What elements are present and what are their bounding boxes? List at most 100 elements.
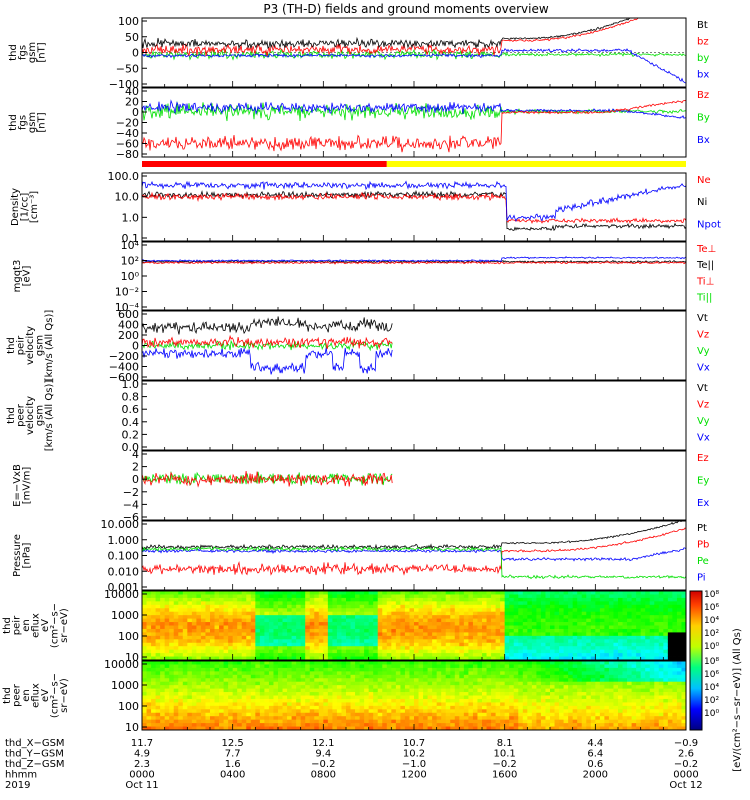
spectrogram-cell xyxy=(568,678,574,683)
spectrogram-cell xyxy=(395,615,401,619)
spectrogram-cell xyxy=(536,709,542,714)
spectrogram-cell xyxy=(559,622,564,626)
spectrogram-cell xyxy=(414,594,419,599)
spectrogram-cell xyxy=(572,649,578,654)
spectrogram-cell xyxy=(323,712,329,717)
spectrogram-cell xyxy=(482,681,487,686)
spectrogram-cell xyxy=(255,667,261,672)
spectrogram-cell xyxy=(278,625,283,630)
spectrogram-cell xyxy=(187,712,193,717)
spectrogram-cell xyxy=(577,702,583,707)
spectrogram-cell xyxy=(563,685,569,689)
spectrogram-cell xyxy=(572,618,578,623)
spectrogram-cell xyxy=(282,705,288,710)
spectrogram-cell xyxy=(205,608,211,613)
spectrogram-cell xyxy=(382,698,388,703)
spectrogram-cell xyxy=(169,625,175,630)
spectrogram-cell xyxy=(468,656,474,660)
y-tick-label: 100 xyxy=(118,15,139,28)
spectrogram-cell xyxy=(219,685,224,689)
spectrogram-cell xyxy=(346,674,351,679)
spectrogram-cell xyxy=(404,661,410,665)
spectrogram-cell xyxy=(509,664,515,669)
pt-trace xyxy=(142,521,686,551)
spectrogram-cell xyxy=(359,716,365,721)
spectrogram-cell xyxy=(296,639,302,644)
spectrogram-cell xyxy=(305,661,311,665)
spectrogram-cell xyxy=(291,688,297,693)
spectrogram-cell xyxy=(436,671,442,676)
spectrogram-cell xyxy=(223,712,229,717)
spectrogram-cell xyxy=(395,632,401,637)
spectrogram-cell xyxy=(264,639,270,644)
spectrogram-cell xyxy=(527,723,533,727)
spectrogram-cell xyxy=(250,618,256,623)
spectrogram-cell xyxy=(427,591,433,595)
spectrogram-cell xyxy=(200,615,206,619)
spectrogram-cell xyxy=(232,649,238,654)
spectrogram-cell xyxy=(318,664,324,669)
spectrogram-cell xyxy=(409,719,415,724)
spectrogram-cell xyxy=(441,688,447,693)
spectrogram-cell xyxy=(146,649,152,654)
spectrogram-cell xyxy=(663,639,669,644)
spectrogram-cell xyxy=(423,695,428,700)
spectrogram-cell xyxy=(160,639,166,644)
spectrogram-cell xyxy=(509,625,515,630)
spectrogram-cell xyxy=(191,618,197,623)
spectrogram-cell xyxy=(604,681,610,686)
spectrogram-cell xyxy=(640,642,646,647)
spectrogram-cell xyxy=(504,601,510,606)
spectrogram-cell xyxy=(418,591,424,595)
spectrogram-cell xyxy=(482,646,487,651)
spectrogram-cell xyxy=(259,625,265,630)
spectrogram-cell xyxy=(613,635,619,640)
spectrogram-cell xyxy=(454,716,460,721)
spectrogram-cell xyxy=(196,688,202,693)
spectrogram-cell xyxy=(486,674,492,679)
spectrogram-cell xyxy=(400,678,406,683)
spectrogram-cell xyxy=(468,639,474,644)
spectrogram-cell xyxy=(463,723,469,727)
spectrogram-cell xyxy=(404,726,410,730)
spectrogram-cell xyxy=(536,625,542,630)
spectrogram-cell xyxy=(268,723,274,727)
spectrogram-cell xyxy=(350,723,356,727)
spectrogram-cell xyxy=(618,709,623,714)
spectrogram-cell xyxy=(468,692,474,696)
spectrogram-cell xyxy=(649,591,655,595)
spectrogram-cell xyxy=(545,653,551,657)
spectrogram-cell xyxy=(386,719,392,724)
spectrogram-cell xyxy=(273,611,279,616)
spectrogram-cell xyxy=(504,615,510,619)
spectrogram-cell xyxy=(513,615,519,619)
spectrogram-cell xyxy=(350,719,356,724)
spectrogram-cell xyxy=(504,608,510,613)
spectrogram-cell xyxy=(581,688,587,693)
spectrogram-cell xyxy=(627,688,632,693)
spectrogram-cell xyxy=(314,674,320,679)
spectrogram-cell xyxy=(586,681,592,686)
spectrogram-cell xyxy=(418,661,424,665)
spectrogram-cell xyxy=(450,674,456,679)
spectrogram-cell xyxy=(418,656,424,660)
spectrogram-cell xyxy=(223,726,229,730)
spectrogram-cell xyxy=(296,622,302,626)
spectrogram-cell xyxy=(649,656,655,660)
spectrogram-cell xyxy=(305,615,311,619)
spectrogram-cell xyxy=(364,618,370,623)
spectrogram-cell xyxy=(536,664,542,669)
spectrogram-cell xyxy=(196,674,202,679)
spectrogram-cell xyxy=(504,604,510,609)
spectrogram-cell xyxy=(518,625,524,630)
spectrogram-cell xyxy=(246,635,252,640)
bx-trace xyxy=(142,48,686,84)
spectrogram-cell xyxy=(314,625,320,630)
spectrogram-cell xyxy=(581,604,587,609)
spectrogram-cell xyxy=(182,632,188,637)
spectrogram-cell xyxy=(205,642,211,647)
spectrogram-cell xyxy=(486,681,492,686)
spectrogram-cell xyxy=(441,726,447,730)
spectrogram-cell xyxy=(291,608,297,613)
spectrogram-cell xyxy=(676,608,682,613)
